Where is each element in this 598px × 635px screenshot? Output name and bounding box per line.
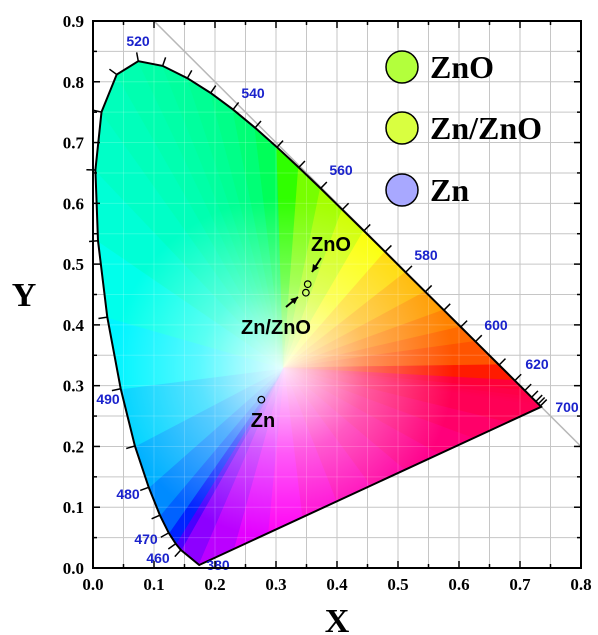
locus-tick xyxy=(160,532,170,538)
legend-swatch-zn xyxy=(385,173,419,207)
wavelength-label-520: 520 xyxy=(126,33,150,49)
locus-tick xyxy=(298,160,306,169)
y-axis-title: Y xyxy=(12,277,37,314)
x-tick-label: 0.6 xyxy=(448,575,469,594)
data-point-zn xyxy=(257,395,266,404)
locus-tick xyxy=(531,390,539,398)
locus-tick xyxy=(92,109,102,113)
y-tick-label: 0.0 xyxy=(63,559,84,578)
wavelength-label-490: 490 xyxy=(96,391,120,407)
data-points xyxy=(257,280,312,404)
locus-tick xyxy=(498,358,507,366)
x-tick-label: 0.2 xyxy=(204,575,225,594)
locus-tick xyxy=(186,69,193,79)
locus-ticks xyxy=(86,52,548,558)
legend-label-zno: ZnO xyxy=(430,49,494,85)
locus-tick xyxy=(424,284,433,293)
locus-tick xyxy=(232,102,240,111)
annotation-label: ZnO xyxy=(311,234,351,256)
locus-tick xyxy=(135,52,140,62)
locus-tick xyxy=(111,387,121,392)
wavelength-label-380: 380 xyxy=(206,557,230,573)
wavelength-label-480: 480 xyxy=(116,486,140,502)
data-point-zn-zno xyxy=(301,288,310,297)
locus-tick xyxy=(161,57,167,67)
locus-tick xyxy=(167,543,177,550)
locus-tick xyxy=(320,181,328,189)
y-tick-label: 0.5 xyxy=(63,255,84,274)
wavelength-label-460: 460 xyxy=(146,550,170,566)
locus-tick xyxy=(276,140,284,148)
y-tick-label: 0.9 xyxy=(63,12,84,31)
annotation-label: Zn/ZnO xyxy=(241,317,311,339)
legend: ZnO Zn/ZnO Zn xyxy=(385,49,542,208)
locus-tick xyxy=(460,320,468,328)
locus-tick xyxy=(151,514,161,520)
y-tick-label: 0.4 xyxy=(63,316,85,335)
y-tick-label: 0.7 xyxy=(63,134,85,153)
x-tick-label: 0.8 xyxy=(570,575,591,594)
x-axis-title: X xyxy=(325,603,350,635)
y-tick-labels: 0.0 0.1 0.2 0.3 0.4 0.5 0.6 0.7 0.8 0.9 xyxy=(63,12,85,578)
y-tick-label: 0.8 xyxy=(63,73,84,92)
x-tick-labels: 0.0 0.1 0.2 0.3 0.4 0.5 0.6 0.7 0.8 xyxy=(82,575,591,594)
annotations: ZnO Zn/ZnO Zn xyxy=(241,234,351,432)
locus-tick xyxy=(539,399,548,407)
locus-tick xyxy=(341,202,350,211)
wavelength-label-470: 470 xyxy=(134,531,158,547)
locus-tick xyxy=(537,396,546,405)
wavelength-label-600: 600 xyxy=(484,317,508,333)
locus-tick xyxy=(98,316,108,320)
locus-tick xyxy=(535,394,543,402)
y-tick-label: 0.1 xyxy=(63,498,84,517)
y-tick-label: 0.2 xyxy=(63,437,84,456)
x-tick-label: 0.1 xyxy=(143,575,164,594)
locus-tick xyxy=(139,486,149,492)
locus-tick xyxy=(384,244,392,253)
locus-tick xyxy=(405,265,413,273)
locus-tick xyxy=(443,303,451,311)
legend-swatch-zno xyxy=(385,50,419,84)
wavelength-label-560: 560 xyxy=(329,162,353,178)
legend-label-zn: Zn xyxy=(430,172,469,208)
x-tick-label: 0.4 xyxy=(326,575,348,594)
wavelength-label-580: 580 xyxy=(414,247,438,263)
locus-tick xyxy=(514,373,522,382)
annotation-label: Zn xyxy=(251,410,275,432)
wavelength-label-540: 540 xyxy=(241,85,265,101)
annotation-arrowhead xyxy=(312,264,319,272)
locus-tick xyxy=(363,223,371,232)
x-tick-label: 0.0 xyxy=(82,575,103,594)
locus-tick xyxy=(126,445,136,450)
color-gamut xyxy=(95,61,542,565)
data-point-zno xyxy=(303,280,312,289)
white-point-glow xyxy=(113,198,454,539)
legend-label-zn-zno: Zn/ZnO xyxy=(430,110,542,146)
locus-tick xyxy=(474,334,483,343)
y-tick-label: 0.6 xyxy=(63,194,84,213)
x-tick-label: 0.7 xyxy=(509,575,531,594)
y-tick-label: 0.3 xyxy=(63,377,84,396)
locus-tick xyxy=(524,383,532,392)
wavelength-label-700: 700 xyxy=(555,399,579,415)
x-tick-label: 0.3 xyxy=(265,575,286,594)
wavelength-label-620: 620 xyxy=(525,356,549,372)
axis-ticks xyxy=(92,20,582,569)
locus-tick xyxy=(254,120,262,129)
locus-tick xyxy=(109,68,118,76)
locus-tick xyxy=(210,85,217,94)
x-tick-label: 0.5 xyxy=(387,575,408,594)
annotation-arrowhead xyxy=(290,297,298,305)
legend-swatch-zn-zno xyxy=(385,111,419,145)
locus-tick xyxy=(174,549,182,558)
